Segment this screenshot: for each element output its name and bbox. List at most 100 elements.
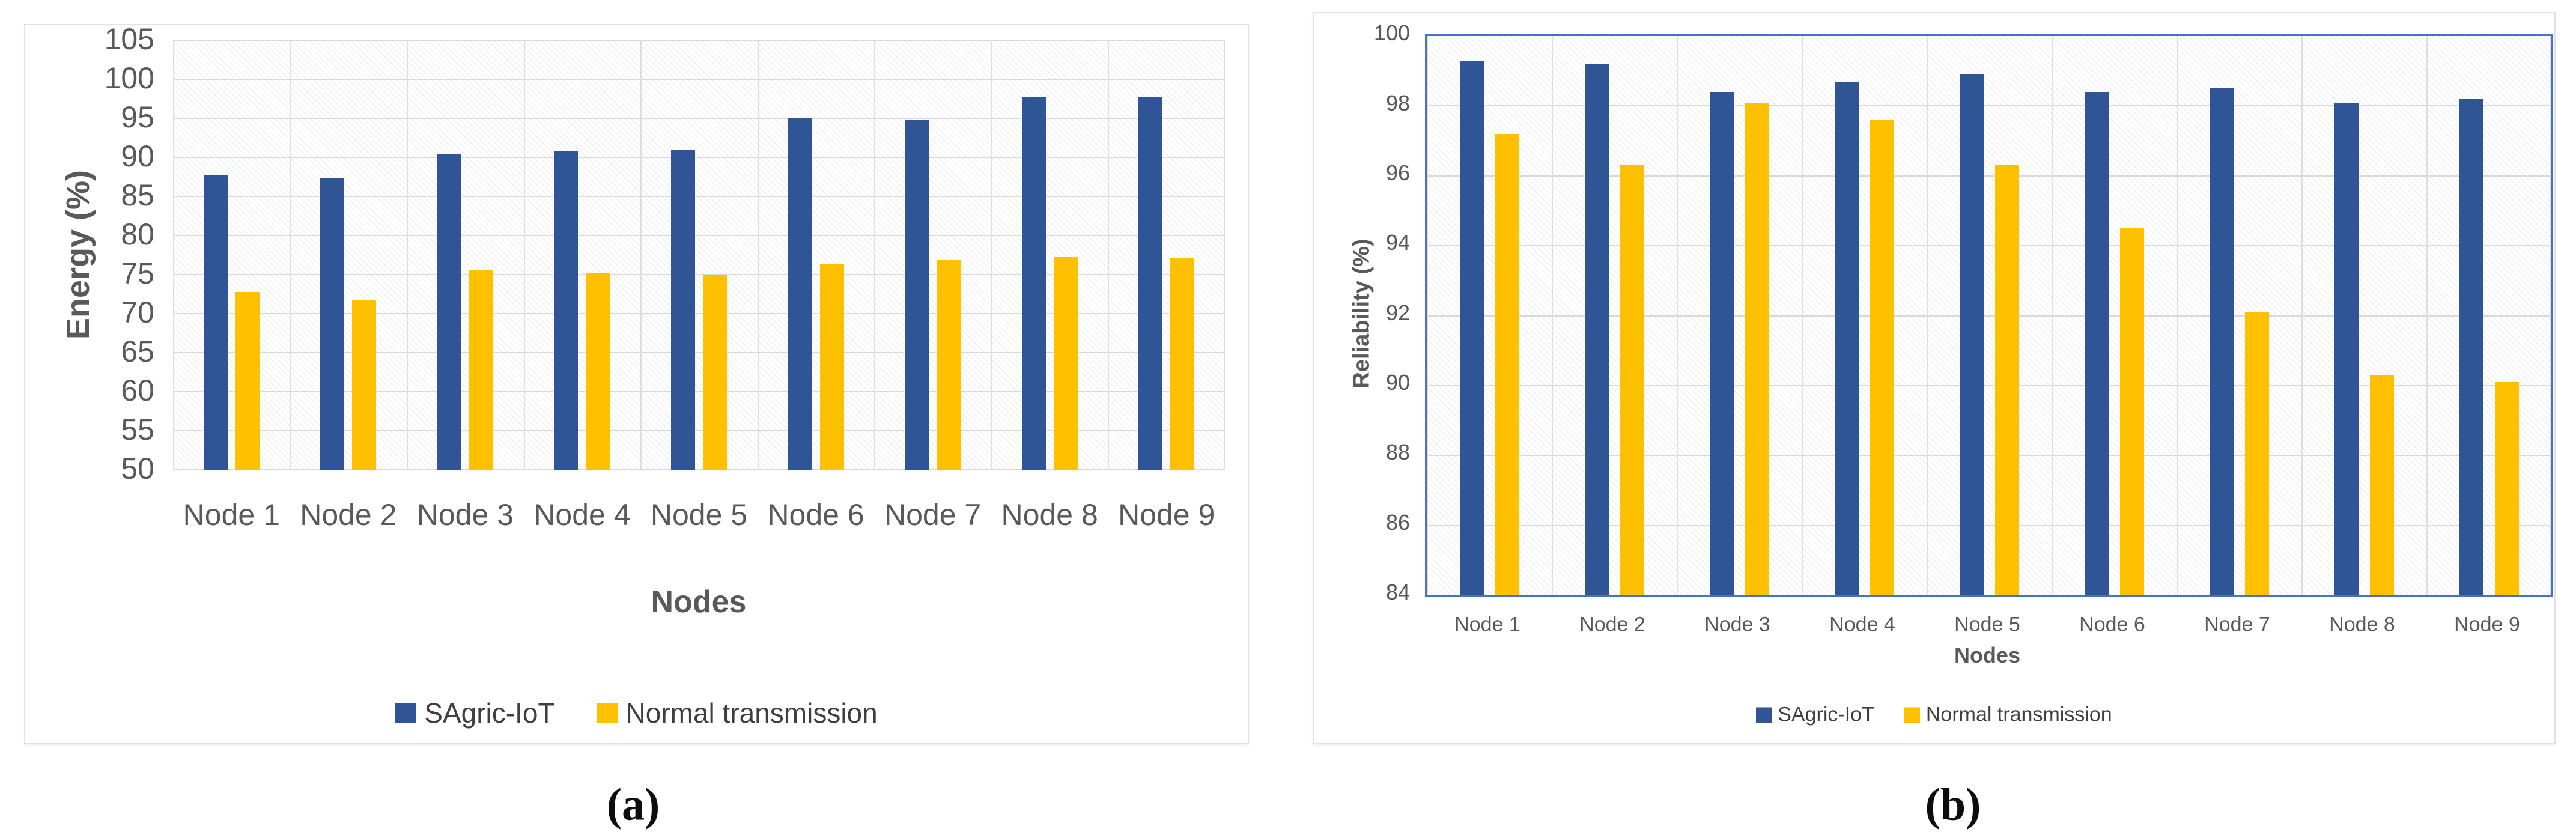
- gridline-vertical: [1427, 36, 1428, 595]
- gridline-horizontal: [173, 157, 1225, 158]
- energy-plot-area: [173, 40, 1225, 470]
- gridline-vertical: [757, 40, 759, 470]
- x-axis-tick-label: Node 3: [1704, 613, 1770, 636]
- y-axis-tick-label: 95: [121, 100, 154, 134]
- x-axis-tick-label: Node 1: [183, 498, 280, 532]
- y-axis-tick-label: 70: [121, 295, 154, 329]
- bar-normal-transmission-node-1: [1495, 133, 1519, 595]
- x-axis-tick-label: Node 2: [300, 498, 397, 532]
- y-axis-tick-label: 90: [121, 139, 154, 173]
- bar-sagric-iot-node-2: [1584, 64, 1609, 595]
- gridline-vertical: [1802, 36, 1803, 595]
- gridline-vertical: [874, 40, 876, 470]
- gridline-vertical: [1677, 36, 1678, 595]
- bar-sagric-iot-node-4: [1834, 81, 1859, 595]
- y-axis-tick-label: 60: [121, 373, 154, 407]
- bar-sagric-iot-node-2: [320, 178, 345, 470]
- gridline-vertical: [991, 40, 992, 470]
- gridline-horizontal: [173, 235, 1225, 236]
- reliability-legend: SAgric-IoT Normal transmission: [1314, 703, 2554, 727]
- legend-item-normal: Normal transmission: [1904, 703, 2112, 727]
- gridline-horizontal: [173, 469, 1225, 470]
- gridline-vertical: [1108, 40, 1110, 470]
- gridline-vertical: [640, 40, 642, 470]
- legend-label-sagric: SAgric-IoT: [424, 697, 555, 729]
- bar-sagric-iot-node-8: [2334, 102, 2359, 595]
- y-axis-tick-label: 86: [1385, 509, 1410, 535]
- x-axis-tick-label: Node 9: [2454, 613, 2520, 636]
- bar-normal-transmission-node-6: [2119, 228, 2144, 595]
- bar-sagric-iot-node-7: [905, 120, 929, 470]
- bar-normal-transmission-node-3: [1745, 102, 1769, 595]
- bar-sagric-iot-node-9: [2459, 99, 2483, 595]
- y-axis-tick-label: 92: [1385, 300, 1410, 325]
- bar-sagric-iot-node-1: [203, 174, 228, 470]
- gridline-horizontal: [1427, 245, 2551, 247]
- energy-chart-card: Energy (%) Nodes SAgric-IoT Normal trans…: [24, 24, 1249, 744]
- bar-normal-transmission-node-4: [586, 273, 610, 470]
- gridline-horizontal: [1427, 315, 2551, 317]
- sagric-swatch-icon: [395, 703, 416, 723]
- bar-sagric-iot-node-5: [1959, 74, 1984, 595]
- y-axis-tick-label: 100: [1373, 20, 1410, 46]
- gridline-vertical: [2177, 36, 2178, 595]
- gridline-horizontal: [173, 196, 1225, 197]
- bar-sagric-iot-node-7: [2209, 88, 2234, 595]
- bar-sagric-iot-node-1: [1459, 60, 1484, 595]
- x-axis-tick-label: Node 7: [884, 498, 982, 532]
- gridline-horizontal: [173, 79, 1225, 80]
- bar-normal-transmission-node-7: [937, 260, 961, 470]
- bar-sagric-iot-node-3: [437, 154, 461, 470]
- energy-legend: SAgric-IoT Normal transmission: [25, 697, 1248, 729]
- x-axis-tick-label: Node 7: [2204, 613, 2270, 636]
- y-axis-tick-label: 55: [121, 412, 154, 446]
- x-axis-tick-label: Node 5: [1954, 613, 2020, 636]
- gridline-vertical: [1552, 36, 1553, 595]
- normal-swatch-icon: [1904, 707, 1920, 723]
- x-axis-tick-label: Node 2: [1579, 613, 1645, 636]
- gridline-vertical: [2426, 36, 2428, 595]
- y-axis-tick-label: 65: [121, 334, 154, 368]
- bar-sagric-iot-node-4: [554, 151, 579, 470]
- x-axis-tick-label: Node 1: [1454, 613, 1520, 636]
- gridline-horizontal: [173, 391, 1225, 392]
- legend-label-normal: Normal transmission: [1925, 703, 2112, 726]
- gridline-horizontal: [173, 313, 1225, 314]
- gridline-horizontal: [1427, 455, 2551, 457]
- y-axis-tick-label: 88: [1385, 440, 1410, 465]
- legend-item-normal: Normal transmission: [597, 697, 878, 729]
- legend-label-normal: Normal transmission: [625, 697, 878, 729]
- bar-normal-transmission-node-9: [2494, 382, 2519, 595]
- gridline-horizontal: [1427, 384, 2551, 386]
- bar-normal-transmission-node-5: [703, 275, 727, 470]
- x-axis-tick-label: Node 4: [533, 498, 631, 532]
- gridline-horizontal: [173, 274, 1225, 275]
- bar-sagric-iot-node-3: [1709, 92, 1734, 595]
- bar-normal-transmission-node-8: [1053, 257, 1078, 470]
- caption-a: (a): [606, 779, 660, 830]
- y-axis-tick-label: 100: [104, 61, 154, 95]
- gridline-horizontal: [1427, 524, 2551, 526]
- x-axis-tick-label: Node 4: [1829, 613, 1895, 636]
- bar-normal-transmission-node-2: [1620, 165, 1644, 595]
- reliability-chart-card: Reliability (%) Nodes SAgric-IoT Normal …: [1313, 12, 2556, 744]
- gridline-vertical: [1224, 40, 1225, 470]
- gridline-vertical: [2550, 36, 2551, 595]
- bar-sagric-iot-node-9: [1138, 97, 1163, 470]
- legend-label-sagric: SAgric-IoT: [1778, 703, 1874, 726]
- x-axis-tick-label: Node 9: [1118, 498, 1215, 532]
- reliability-x-axis-title: Nodes: [1954, 643, 2021, 667]
- bar-normal-transmission-node-1: [235, 291, 260, 470]
- y-axis-tick-label: 50: [121, 451, 154, 485]
- bar-normal-transmission-node-3: [469, 270, 493, 470]
- gridline-horizontal: [1427, 105, 2551, 107]
- x-axis-tick-label: Node 3: [416, 498, 514, 532]
- sagric-swatch-icon: [1756, 707, 1772, 723]
- y-axis-tick-label: 80: [121, 217, 154, 251]
- gridline-horizontal: [173, 430, 1225, 431]
- x-axis-tick-label: Node 8: [2329, 613, 2395, 636]
- bar-sagric-iot-node-6: [788, 118, 812, 470]
- y-axis-tick-label: 96: [1385, 160, 1410, 185]
- bar-sagric-iot-node-5: [671, 150, 695, 470]
- gridline-vertical: [290, 40, 291, 470]
